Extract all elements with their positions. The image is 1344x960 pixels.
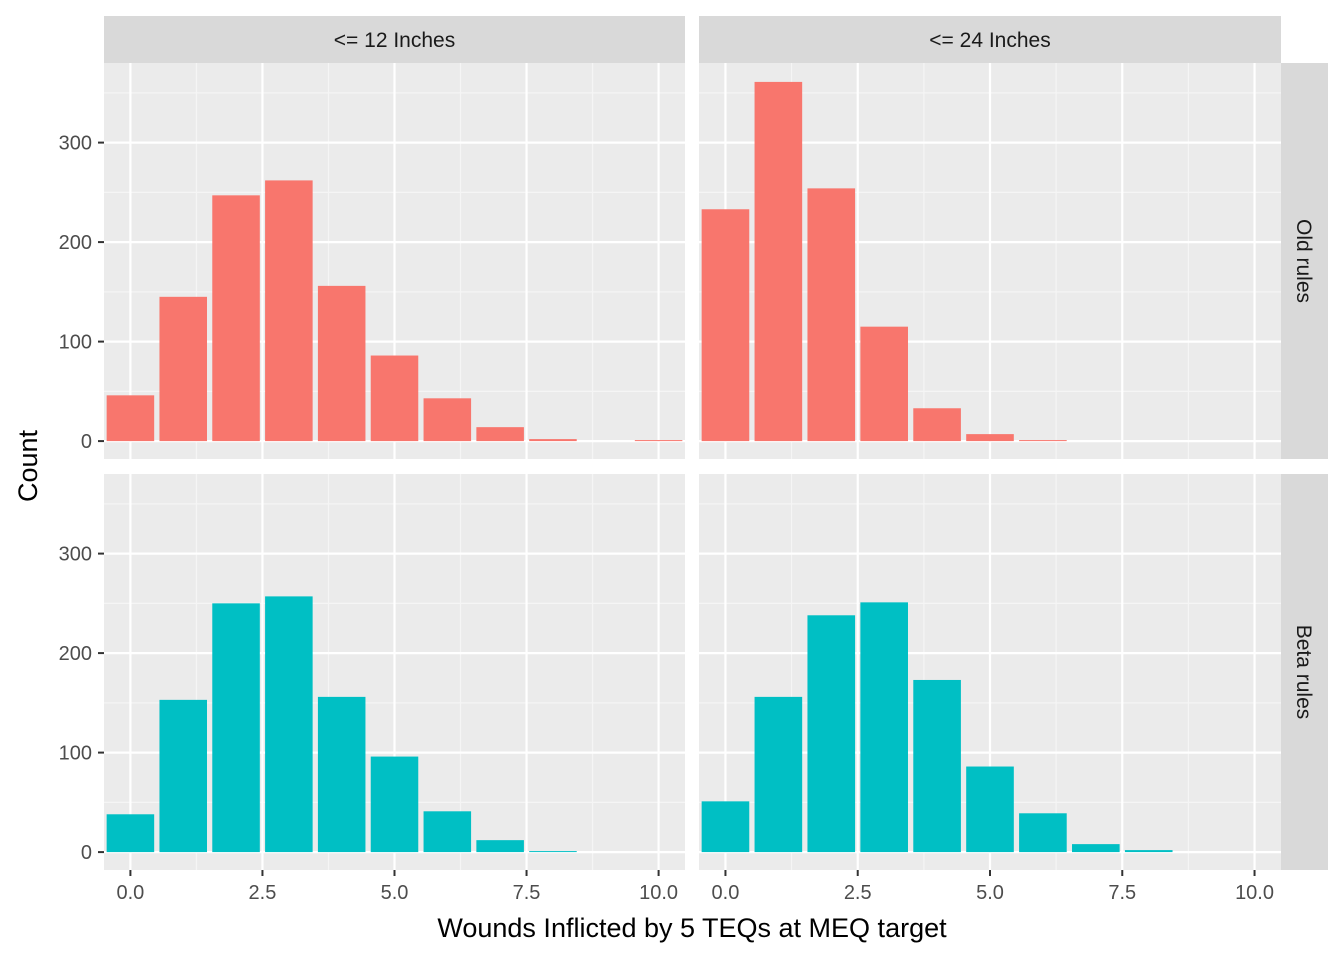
x-tick-label: 2.5: [844, 882, 872, 904]
x-tick-label: 0.0: [712, 882, 740, 904]
row-strip: [1281, 63, 1328, 459]
bar: [423, 398, 472, 442]
x-tick-label: 7.5: [513, 882, 541, 904]
panels-layer: <= 12 Inches <= 24 Inches Old rules Beta ru…: [59, 16, 1328, 904]
bar: [529, 439, 577, 442]
panel-4: [699, 474, 1281, 870]
column-strip-label: <= 24 Inches: [929, 29, 1050, 52]
y-tick-label: 0: [81, 842, 92, 864]
bar: [1072, 844, 1120, 853]
bar: [860, 602, 908, 853]
bar: [106, 395, 155, 442]
bar: [476, 427, 524, 442]
bar: [370, 355, 419, 442]
y-tick-label: 100: [59, 743, 92, 765]
row-strip-label: Old rules: [1292, 219, 1315, 303]
y-tick-label: 300: [59, 544, 92, 566]
bar: [807, 188, 856, 442]
bar: [159, 699, 207, 853]
x-tick-label: 5.0: [976, 882, 1004, 904]
x-tick-label: 0.0: [117, 882, 145, 904]
column-strip: [699, 16, 1281, 63]
y-axis-title: Count: [13, 429, 43, 502]
x-tick-label: 2.5: [249, 882, 277, 904]
bar: [423, 811, 472, 853]
bar: [106, 814, 155, 853]
x-tick-label: 10.0: [639, 882, 678, 904]
bar: [265, 596, 313, 853]
bar: [807, 615, 856, 853]
bar: [913, 679, 961, 853]
panel-2: [699, 63, 1281, 459]
y-tick-label: 300: [59, 133, 92, 155]
y-tick-label: 100: [59, 332, 92, 354]
bar: [476, 840, 524, 853]
bar: [701, 209, 750, 442]
bar: [159, 296, 207, 442]
bar: [860, 326, 908, 442]
bar: [1019, 440, 1067, 442]
x-tick-label: 10.0: [1235, 882, 1274, 904]
column-strip: [104, 16, 685, 63]
bar: [754, 696, 803, 853]
bar: [966, 434, 1014, 442]
y-tick-label: 0: [81, 431, 92, 453]
panel-1: [104, 63, 685, 459]
bar: [529, 851, 577, 853]
y-tick-label: 200: [59, 232, 92, 254]
bar: [265, 180, 313, 442]
bar: [754, 81, 803, 442]
column-strip-label: <= 12 Inches: [334, 29, 455, 52]
x-tick-label: 7.5: [1108, 882, 1136, 904]
bar: [966, 766, 1014, 853]
bar: [634, 440, 683, 442]
bar: [370, 756, 419, 853]
panel-3: [104, 474, 685, 870]
row-strip: [1281, 474, 1328, 870]
bar: [1019, 813, 1067, 853]
y-tick-label: 200: [59, 643, 92, 665]
bar: [212, 603, 260, 853]
bar: [701, 801, 750, 853]
bar: [1124, 850, 1173, 853]
bar: [913, 408, 961, 442]
bar: [317, 285, 366, 442]
bar: [317, 696, 366, 853]
x-tick-label: 5.0: [381, 882, 409, 904]
x-axis-title: Wounds Inflicted by 5 TEQs at MEQ target: [437, 913, 947, 943]
row-strip-label: Beta rules: [1292, 625, 1315, 720]
bar: [212, 195, 260, 442]
